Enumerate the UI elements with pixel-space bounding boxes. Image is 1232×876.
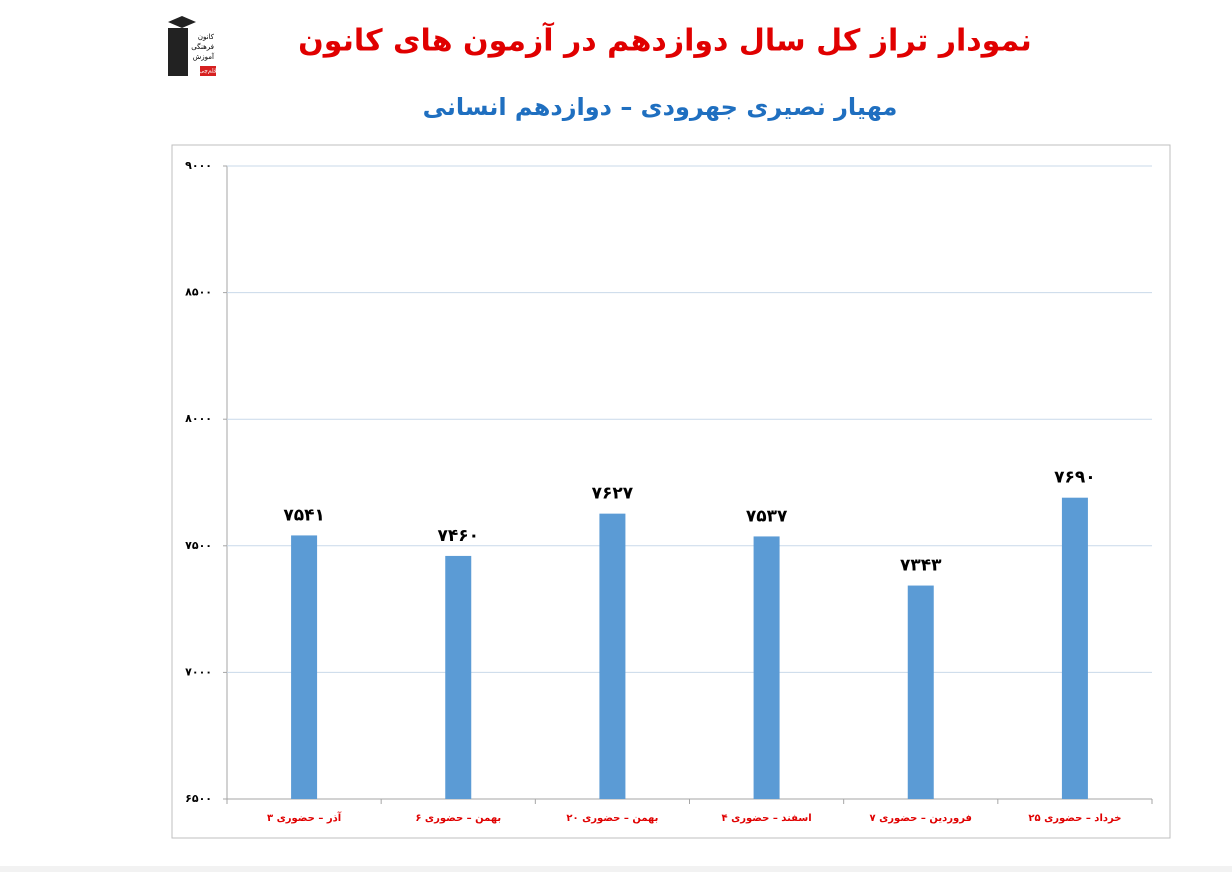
- chart-frame: [171, 144, 1171, 839]
- bottom-band: [0, 866, 1232, 872]
- data-label: ۷۴۶۰: [437, 526, 479, 546]
- x-tick-label: ۳ آذر – حضوری: [267, 811, 342, 824]
- logo-badge: قلم‌چی: [199, 68, 217, 75]
- logo-cap: [168, 16, 196, 28]
- logo-line: کانون: [198, 33, 215, 41]
- bar: [1061, 497, 1088, 799]
- y-tick-label: ۸۰۰۰: [185, 412, 212, 425]
- data-label: ۷۶۲۷: [592, 484, 634, 504]
- logo-badge-bg: [200, 66, 216, 76]
- x-tick-label: ۲۵ خرداد – حضوری: [1028, 813, 1121, 824]
- y-tick-label: ۹۰۰۰: [185, 159, 212, 172]
- y-tick-label: ۸۵۰۰: [185, 286, 212, 299]
- bar: [599, 513, 626, 799]
- data-label: ۷۳۴۳: [900, 556, 942, 576]
- x-tick-label: ۴ اسفند – حضوری: [722, 813, 812, 824]
- bar: [445, 555, 472, 799]
- bar: [291, 535, 318, 799]
- data-label: ۷۵۳۷: [746, 506, 788, 526]
- y-tick-label: ۶۵۰۰: [185, 792, 212, 805]
- data-label: ۷۵۴۱: [283, 505, 325, 525]
- y-tick-label: ۷۰۰۰: [185, 665, 212, 678]
- x-tick-label: ۶ بهمن – حضوری: [415, 813, 501, 824]
- logo-line: آموزش: [193, 52, 215, 61]
- y-tick-label: ۷۵۰۰: [185, 539, 212, 552]
- logo: کانون فرهنگی آموزش قلم‌چی: [165, 16, 217, 78]
- logo-figure: [168, 28, 188, 76]
- bar: [753, 536, 780, 799]
- x-tick-label: ۷ فروردین – حضوری: [870, 813, 972, 824]
- data-label: ۷۶۹۰: [1054, 468, 1096, 488]
- x-tick-label: ۲۰ بهمن – حضوری: [566, 813, 658, 824]
- chart-title: نمودار تراز کل سال دوازدهم در آزمون های …: [298, 22, 1032, 59]
- logo-line: فرهنگی: [191, 42, 214, 51]
- bar: [907, 585, 934, 799]
- chart-subtitle: مهیار نصیری جهرودی – دوازدهم انسانی: [423, 93, 898, 121]
